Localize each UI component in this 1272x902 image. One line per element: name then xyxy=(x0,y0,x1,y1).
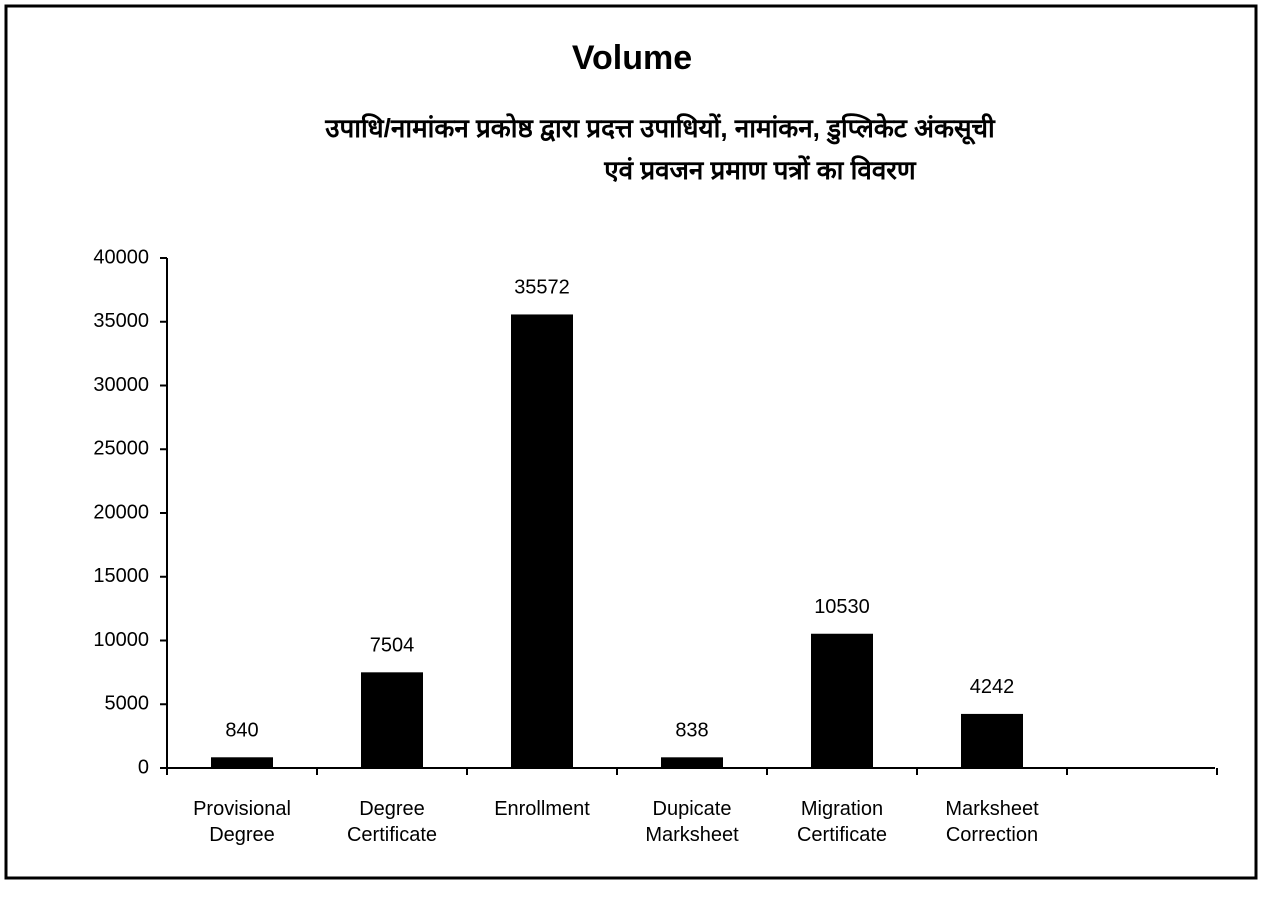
y-tick-label: 0 xyxy=(138,756,149,778)
x-tick-label: Enrollment xyxy=(494,798,590,820)
x-tick-label: Degree Certificate xyxy=(346,798,438,846)
y-tick-label: 20000 xyxy=(93,501,149,523)
bar xyxy=(211,757,273,768)
data-label: 7504 xyxy=(370,635,415,657)
x-tick-label: Marksheet Correction xyxy=(945,798,1039,846)
chart-subtitle: उपाधि/नामांकन प्रकोष्ठ द्वारा प्रदत्त उप… xyxy=(324,113,996,145)
x-tick-label: Provisional Degree xyxy=(193,798,291,846)
y-tick-label: 15000 xyxy=(93,565,149,587)
y-tick-label: 25000 xyxy=(93,438,149,460)
bar xyxy=(511,314,573,768)
data-label: 838 xyxy=(675,720,708,742)
y-tick-label: 5000 xyxy=(105,693,150,715)
data-label: 10530 xyxy=(814,596,870,618)
chart-subtitle: एवं प्रवजन प्रमाण पत्रों का विवरण xyxy=(603,155,917,185)
bar xyxy=(661,757,723,768)
y-tick-label: 10000 xyxy=(93,629,149,651)
data-label: 840 xyxy=(225,720,258,742)
y-tick-label: 35000 xyxy=(93,310,149,332)
y-tick-label: 30000 xyxy=(93,374,149,396)
bar xyxy=(811,633,873,768)
data-label: 35572 xyxy=(514,277,570,299)
frame xyxy=(4,4,1258,880)
x-tick-label: Migration Certificate xyxy=(796,798,888,846)
y-tick-label: 40000 xyxy=(93,246,149,268)
x-tick-label: Dupicate Marksheet xyxy=(645,798,739,846)
chart-title: Volume xyxy=(572,39,692,77)
bar xyxy=(361,672,423,768)
bar xyxy=(961,713,1023,768)
data-label: 4242 xyxy=(970,676,1015,698)
